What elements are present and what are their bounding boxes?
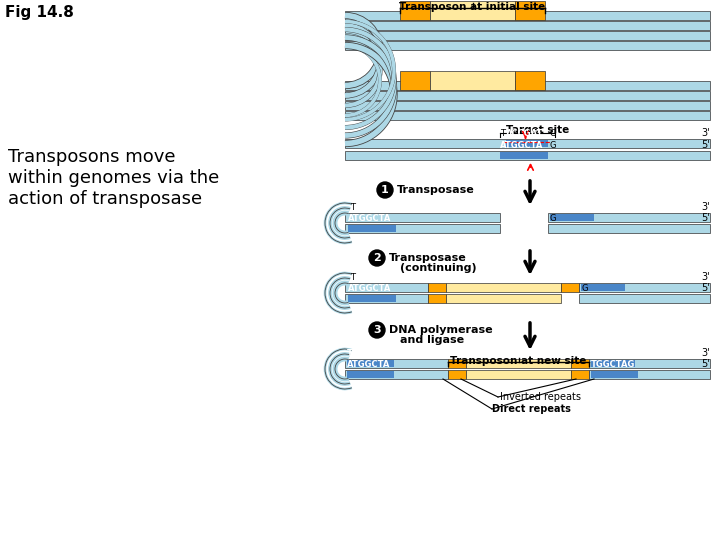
Text: ACCGATC: ACCGATC — [581, 273, 624, 282]
Bar — [446, 294, 561, 303]
Text: G: G — [550, 214, 557, 223]
Circle shape — [377, 182, 393, 198]
Bar — [345, 151, 710, 160]
Text: 2: 2 — [373, 253, 381, 263]
Text: G: G — [581, 284, 588, 293]
Text: 1: 1 — [381, 185, 389, 195]
Text: Transposon at new site: Transposon at new site — [450, 356, 587, 366]
Bar — [506, 140, 548, 147]
Text: ATGGCTA: ATGGCTA — [500, 141, 544, 150]
Bar — [347, 371, 394, 378]
Bar — [345, 111, 710, 120]
Bar — [579, 283, 710, 292]
Bar — [345, 294, 428, 303]
Bar — [345, 81, 710, 90]
Bar — [548, 213, 710, 222]
Bar — [430, 1, 515, 20]
Text: TACCGAT: TACCGAT — [347, 349, 390, 358]
Text: and ligase: and ligase — [400, 335, 464, 345]
Text: Target site: Target site — [506, 125, 569, 135]
Bar — [515, 1, 545, 20]
Bar — [591, 360, 635, 367]
Text: 5': 5' — [701, 359, 710, 369]
Text: 3': 3' — [701, 202, 710, 212]
Bar — [345, 41, 710, 50]
Circle shape — [369, 250, 385, 266]
Bar — [550, 214, 594, 221]
Bar — [500, 152, 548, 159]
Bar — [548, 224, 710, 233]
Bar — [345, 283, 428, 292]
Text: ATGGCTA: ATGGCTA — [348, 284, 392, 293]
Bar — [348, 295, 396, 302]
Bar — [448, 370, 466, 379]
Bar — [561, 283, 579, 292]
Bar — [345, 31, 710, 40]
Bar — [400, 1, 430, 20]
Circle shape — [369, 322, 385, 338]
Text: ACCGATC: ACCGATC — [550, 203, 593, 212]
Text: T: T — [350, 273, 355, 282]
Bar — [345, 101, 710, 110]
Text: DNA polymerase: DNA polymerase — [389, 325, 492, 335]
Bar — [466, 359, 571, 368]
Text: 5': 5' — [701, 140, 710, 150]
Bar — [430, 71, 515, 90]
Text: Transposon at initial site: Transposon at initial site — [400, 2, 546, 12]
Text: ATGGCTA: ATGGCTA — [347, 360, 390, 369]
Text: ACCGAT: ACCGAT — [506, 129, 544, 138]
Bar — [400, 71, 430, 90]
Bar — [589, 370, 710, 379]
Bar — [428, 283, 446, 292]
Bar — [466, 370, 571, 379]
Text: 3': 3' — [701, 348, 710, 358]
Text: 3': 3' — [701, 272, 710, 282]
Bar — [345, 370, 448, 379]
Text: ACCGATC: ACCGATC — [591, 349, 634, 358]
Text: Transposons move
within genomes via the
action of transposase: Transposons move within genomes via the … — [8, 148, 220, 207]
Text: Transposase: Transposase — [389, 253, 467, 263]
Bar — [571, 370, 589, 379]
Text: ATGGCTA: ATGGCTA — [348, 214, 392, 223]
Bar — [446, 283, 561, 292]
Text: T: T — [500, 129, 505, 138]
Text: C: C — [550, 129, 556, 138]
Text: (continuing): (continuing) — [400, 263, 477, 273]
Text: TGGCTAG: TGGCTAG — [591, 360, 635, 369]
Bar — [345, 91, 710, 100]
Text: G: G — [550, 141, 557, 150]
Bar — [589, 359, 710, 368]
Bar — [579, 294, 710, 303]
Text: 5': 5' — [701, 283, 710, 293]
Text: T: T — [350, 203, 355, 212]
Bar — [345, 11, 710, 20]
Text: 3: 3 — [373, 325, 381, 335]
Text: Fig 14.8: Fig 14.8 — [5, 5, 74, 20]
Bar — [345, 139, 710, 148]
Bar — [428, 294, 446, 303]
Bar — [345, 224, 500, 233]
Text: 3': 3' — [701, 128, 710, 138]
Text: Direct repeats: Direct repeats — [492, 404, 571, 414]
Bar — [345, 359, 448, 368]
Bar — [571, 359, 589, 368]
Bar — [591, 371, 638, 378]
Text: 5': 5' — [701, 213, 710, 223]
Bar — [581, 284, 625, 291]
Bar — [347, 360, 394, 367]
Bar — [515, 71, 545, 90]
Bar — [345, 21, 710, 30]
Text: Transposase: Transposase — [397, 185, 474, 195]
Bar — [348, 225, 396, 232]
Bar — [345, 213, 500, 222]
Bar — [448, 359, 466, 368]
Text: Inverted repeats: Inverted repeats — [500, 392, 581, 402]
